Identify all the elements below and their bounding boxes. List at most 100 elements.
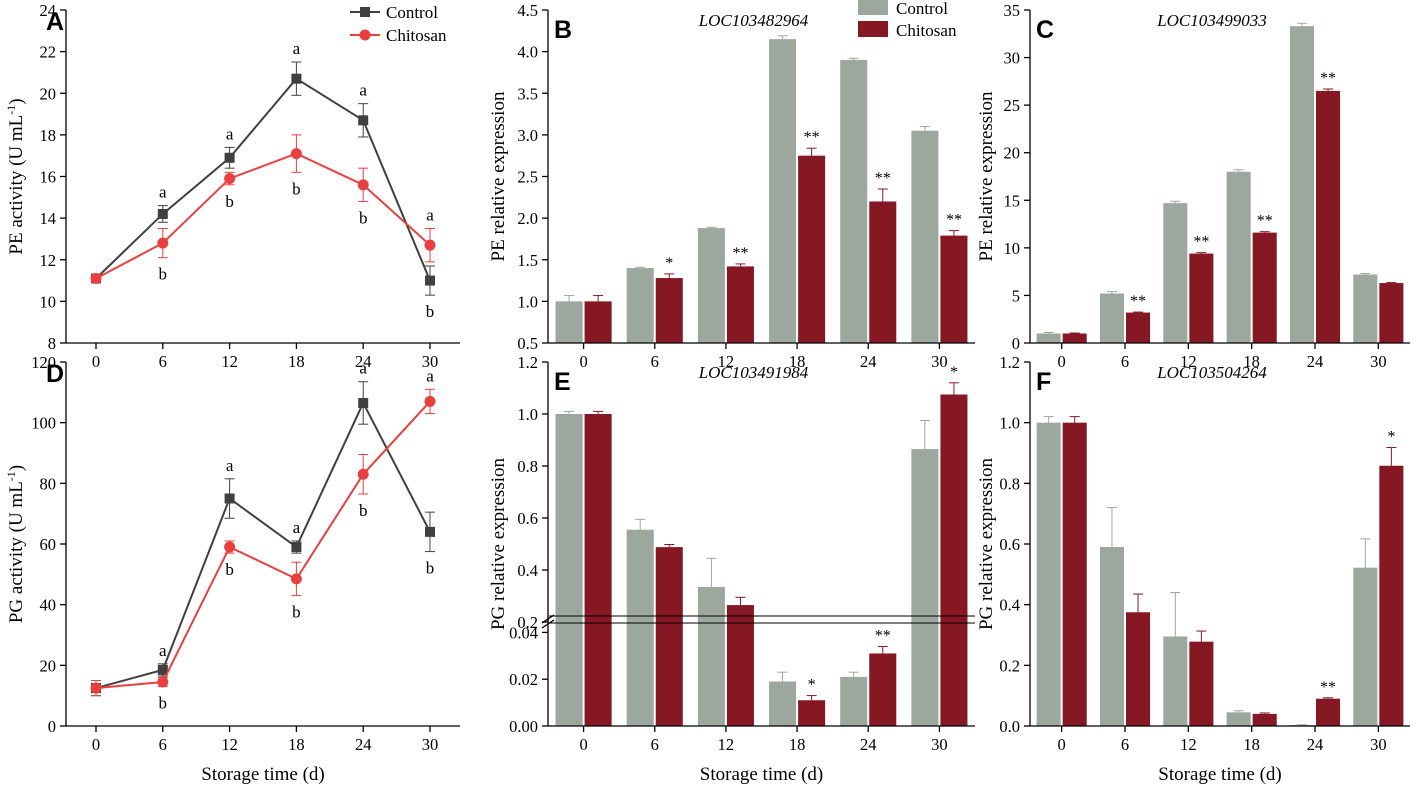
y-axis-label: PE relative expression (976, 91, 997, 261)
significance-letter: a (426, 206, 434, 225)
x-tick-label: 0 (579, 735, 587, 754)
y-tick-label: 0.8 (517, 457, 538, 476)
panel-b: 0.51.01.52.02.53.03.54.04.5*********0 6 12… (488, 0, 975, 371)
y-tick-label: 4.5 (517, 1, 538, 20)
x-tick-label: 18 (288, 735, 305, 754)
y-tick-label: 1.2 (517, 353, 538, 372)
x-tick-label: 6 (651, 352, 659, 371)
bar-chitosan (1189, 641, 1214, 726)
x-tick-label: 12 (1180, 352, 1197, 371)
x-tick-label: 30 (1370, 735, 1387, 754)
y-tick-label: 14 (40, 209, 57, 228)
bar-control (626, 529, 654, 726)
significance-letter: a (159, 641, 167, 660)
bar-chitosan (1062, 333, 1087, 343)
data-point-chitosan (224, 173, 236, 185)
bar-chitosan (1252, 232, 1277, 343)
data-point-chitosan (290, 573, 302, 585)
y-tick-label: 0 (48, 717, 56, 736)
significance-letter: b (292, 179, 301, 198)
x-tick-label: 6 (1121, 352, 1129, 371)
bar-control (555, 301, 583, 343)
data-point-chitosan (357, 468, 369, 480)
significance-letter: a (226, 124, 234, 143)
x-tick-label: 12 (221, 352, 238, 371)
data-point-control (425, 275, 435, 286)
data-point-control (157, 664, 168, 675)
x-tick-label: 24 (355, 735, 372, 754)
y-tick-label: 0.6 (999, 535, 1020, 554)
significance-letter: b (159, 265, 168, 284)
bar-chitosan (1126, 312, 1151, 343)
bar-chitosan (869, 201, 897, 343)
x-tick-label: 12 (718, 352, 735, 371)
panel-letter: B (554, 16, 572, 44)
y-tick-label: 15 (1004, 191, 1021, 210)
y-tick-label: 0.2 (999, 656, 1020, 675)
x-tick-label: 12 (221, 735, 238, 754)
x-tick-label: 6 (159, 735, 167, 754)
bar-control (1226, 712, 1251, 726)
legend-label: Control (896, 0, 948, 18)
significance-mark: * (808, 677, 816, 694)
bar-chitosan (1316, 90, 1341, 343)
y-tick-label: 2.0 (517, 209, 538, 228)
significance-mark: * (665, 255, 673, 272)
axis-break-mark (541, 619, 555, 629)
y-tick-label: 0.5 (517, 334, 538, 353)
y-tick-label: 80 (40, 474, 57, 493)
data-point-chitosan (157, 237, 169, 249)
data-point-chitosan (90, 272, 102, 284)
x-tick-label: 0 (92, 352, 100, 371)
panel-letter: F (1036, 368, 1051, 396)
data-point-control (358, 115, 369, 126)
y-tick-label: 5 (1012, 286, 1020, 305)
x-tick-label: 30 (422, 352, 439, 371)
significance-mark: ** (946, 212, 962, 229)
y-tick-label: 3.0 (517, 126, 538, 145)
x-tick-label: 12 (718, 735, 735, 754)
bar-chitosan (798, 700, 826, 726)
y-tick-label: 1.0 (999, 414, 1020, 433)
legend-label: Chitosan (896, 21, 957, 40)
x-tick-label: 18 (789, 352, 806, 371)
significance-mark: ** (875, 627, 891, 644)
series-line-chitosan (95, 400, 431, 690)
y-tick-label: 1.0 (517, 292, 538, 311)
y-tick-label: 0.2 (517, 613, 538, 632)
y-tick-label: 20 (40, 656, 57, 675)
bar-chitosan (1252, 713, 1277, 726)
significance-mark: * (950, 364, 958, 381)
bar-chitosan (726, 266, 754, 343)
y-axis-label-text: PG relative expression (976, 457, 997, 630)
bar-chitosan (798, 155, 826, 343)
significance-mark: ** (875, 170, 891, 187)
panel-f: 0.00.20.40.60.81.01.2***0 6 12 18 24 30Storag… (976, 353, 1410, 785)
y-axis-label-superscript: -1 (4, 105, 18, 115)
bar-chitosan (869, 653, 897, 726)
y-axis-label-text: PE relative expression (976, 91, 997, 261)
y-tick-label: 20 (40, 84, 57, 103)
y-tick-label: 0 (1012, 334, 1020, 353)
significance-mark: ** (1320, 70, 1336, 87)
significance-letter: b (292, 603, 301, 622)
bar-chitosan (726, 605, 754, 726)
data-point-control (291, 542, 302, 553)
x-tick-label: 18 (1243, 352, 1260, 371)
bar-chitosan (1379, 283, 1404, 343)
panel-letter: C (1036, 16, 1054, 44)
series-line-chitosan (95, 152, 431, 280)
x-tick-label: 6 (651, 735, 659, 754)
significance-mark: * (1387, 429, 1395, 446)
x-tick-label: 24 (860, 735, 877, 754)
data-point-control (224, 152, 235, 163)
bar-control (555, 414, 583, 726)
y-tick-label: 1.0 (517, 405, 538, 424)
y-axis-label: PG relative expression (488, 457, 509, 630)
bar-chitosan (940, 394, 968, 726)
significance-mark: ** (804, 129, 820, 146)
panel-letter: A (46, 8, 64, 36)
x-tick-label: 0 (579, 352, 587, 371)
y-axis-label: PE activity (U mL-1) (4, 98, 27, 254)
